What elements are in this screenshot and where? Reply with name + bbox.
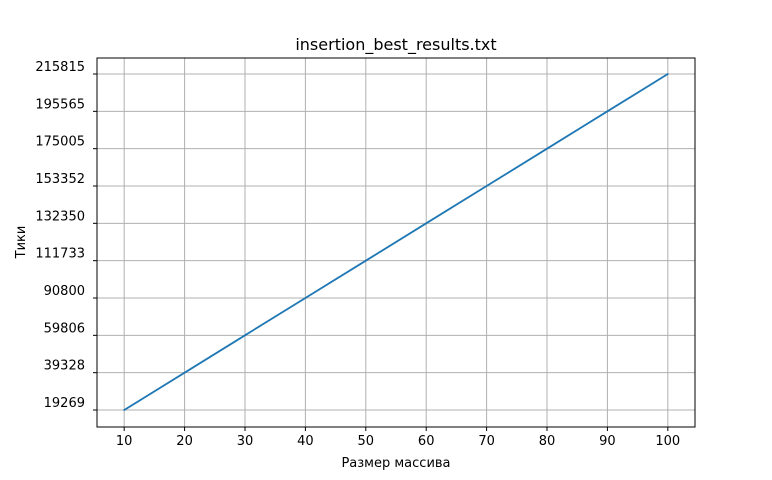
chart-title: insertion_best_results.txt	[295, 35, 496, 55]
x-tick-label: 50	[358, 434, 375, 449]
y-axis-label: Тики	[14, 226, 29, 260]
y-tick-label: 19269	[44, 396, 85, 411]
data-point	[425, 222, 428, 225]
y-tick-label: 90800	[44, 284, 85, 299]
y-tick-label: 153352	[35, 172, 85, 187]
x-tick-label: 40	[297, 434, 314, 449]
data-point	[123, 409, 126, 411]
x-tick-label: 70	[478, 434, 495, 449]
data-point	[485, 185, 488, 187]
y-tick-label: 59806	[44, 321, 85, 336]
x-tick-label: 100	[655, 434, 680, 449]
data-point	[606, 110, 609, 113]
y-tick-label: 111733	[35, 247, 85, 262]
series	[123, 73, 669, 411]
data-point	[304, 297, 307, 299]
data-point	[364, 259, 367, 262]
data-point	[244, 334, 246, 337]
data-point	[666, 73, 669, 75]
y-tick-label: 132350	[35, 209, 85, 224]
x-tick-label: 20	[176, 434, 193, 449]
grid	[97, 58, 695, 427]
data-point	[546, 147, 548, 150]
data-point	[183, 371, 186, 374]
axis-ticks: 10 20 30 40 50 60 70 80 90 100 19269 39328 59806 9080…	[35, 60, 680, 449]
plot-frame	[96, 57, 696, 428]
x-tick-label: 30	[237, 434, 254, 449]
y-tick-label: 215815	[35, 60, 85, 75]
x-tick-label: 60	[418, 434, 435, 449]
y-tick-label: 175005	[35, 135, 85, 150]
x-tick-label: 90	[599, 434, 616, 449]
series-line	[123, 73, 669, 411]
y-tick-label: 39328	[44, 359, 85, 374]
x-axis-label: Размер массива	[341, 456, 450, 471]
x-tick-label: 80	[539, 434, 556, 449]
x-tick-label: 10	[116, 434, 133, 449]
y-tick-label: 195565	[35, 97, 85, 112]
